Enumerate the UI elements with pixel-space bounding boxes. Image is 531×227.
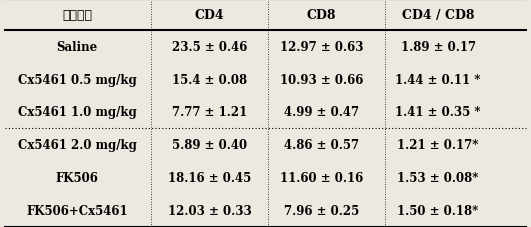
Text: 23.5 ± 0.46: 23.5 ± 0.46	[172, 41, 247, 54]
Text: Cx5461 2.0 mg/kg: Cx5461 2.0 mg/kg	[18, 139, 136, 152]
Text: Cx5461 1.0 mg/kg: Cx5461 1.0 mg/kg	[18, 106, 136, 119]
Text: CD8: CD8	[306, 9, 336, 22]
Text: Saline: Saline	[56, 41, 98, 54]
Text: 5.89 ± 0.40: 5.89 ± 0.40	[172, 139, 247, 152]
Text: CD4 / CD8: CD4 / CD8	[402, 9, 474, 22]
Text: 1.41 ± 0.35 *: 1.41 ± 0.35 *	[395, 106, 481, 119]
Text: 15.4 ± 0.08: 15.4 ± 0.08	[172, 73, 247, 86]
Text: 12.03 ± 0.33: 12.03 ± 0.33	[168, 204, 252, 217]
Text: FK506+Cx5461: FK506+Cx5461	[26, 204, 128, 217]
Text: 7.77 ± 1.21: 7.77 ± 1.21	[172, 106, 247, 119]
Text: 1.89 ± 0.17: 1.89 ± 0.17	[400, 41, 476, 54]
Text: 4.99 ± 0.47: 4.99 ± 0.47	[284, 106, 359, 119]
Text: 11.60 ± 0.16: 11.60 ± 0.16	[280, 171, 363, 184]
Text: 7.96 ± 0.25: 7.96 ± 0.25	[284, 204, 359, 217]
Text: 处理组别: 处理组别	[62, 9, 92, 22]
Text: 1.44 ± 0.11 *: 1.44 ± 0.11 *	[396, 73, 481, 86]
Text: 1.53 ± 0.08*: 1.53 ± 0.08*	[397, 171, 479, 184]
Text: 18.16 ± 0.45: 18.16 ± 0.45	[168, 171, 251, 184]
Text: 10.93 ± 0.66: 10.93 ± 0.66	[279, 73, 363, 86]
Text: 12.97 ± 0.63: 12.97 ± 0.63	[279, 41, 363, 54]
Text: 1.50 ± 0.18*: 1.50 ± 0.18*	[397, 204, 479, 217]
Text: 4.86 ± 0.57: 4.86 ± 0.57	[284, 139, 359, 152]
Text: 1.21 ± 0.17*: 1.21 ± 0.17*	[397, 139, 479, 152]
Text: Cx5461 0.5 mg/kg: Cx5461 0.5 mg/kg	[18, 73, 136, 86]
Text: FK506: FK506	[56, 171, 98, 184]
Text: CD4: CD4	[195, 9, 225, 22]
